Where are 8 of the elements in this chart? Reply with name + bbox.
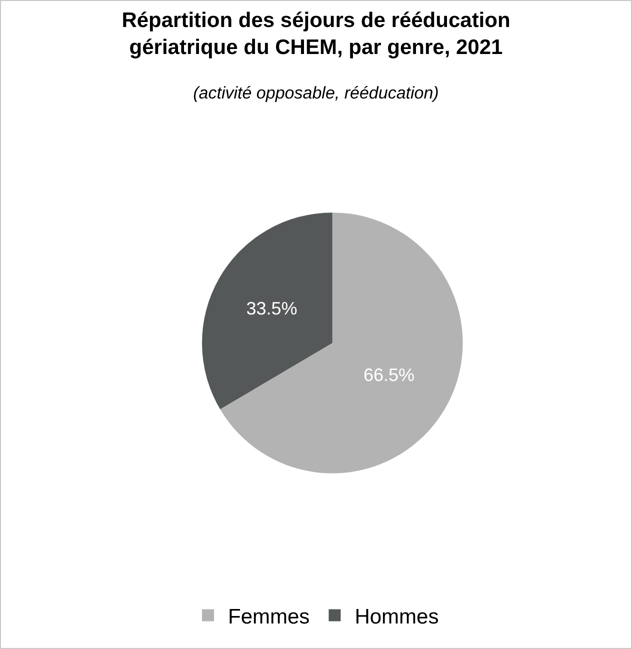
chart-title: Répartition des séjours de rééducation gériatrique du CHEM, par genre, 2021 (122, 8, 510, 60)
data-label: 33.5% (246, 298, 298, 318)
chart-subtitle: (activité opposable, rééducation) (193, 83, 439, 102)
pie-slice (202, 212, 332, 410)
legend-label: Femmes (228, 605, 310, 628)
pie-slice (220, 212, 463, 474)
legend-label: Hommes (354, 605, 439, 628)
data-label: 66.5% (363, 365, 415, 386)
